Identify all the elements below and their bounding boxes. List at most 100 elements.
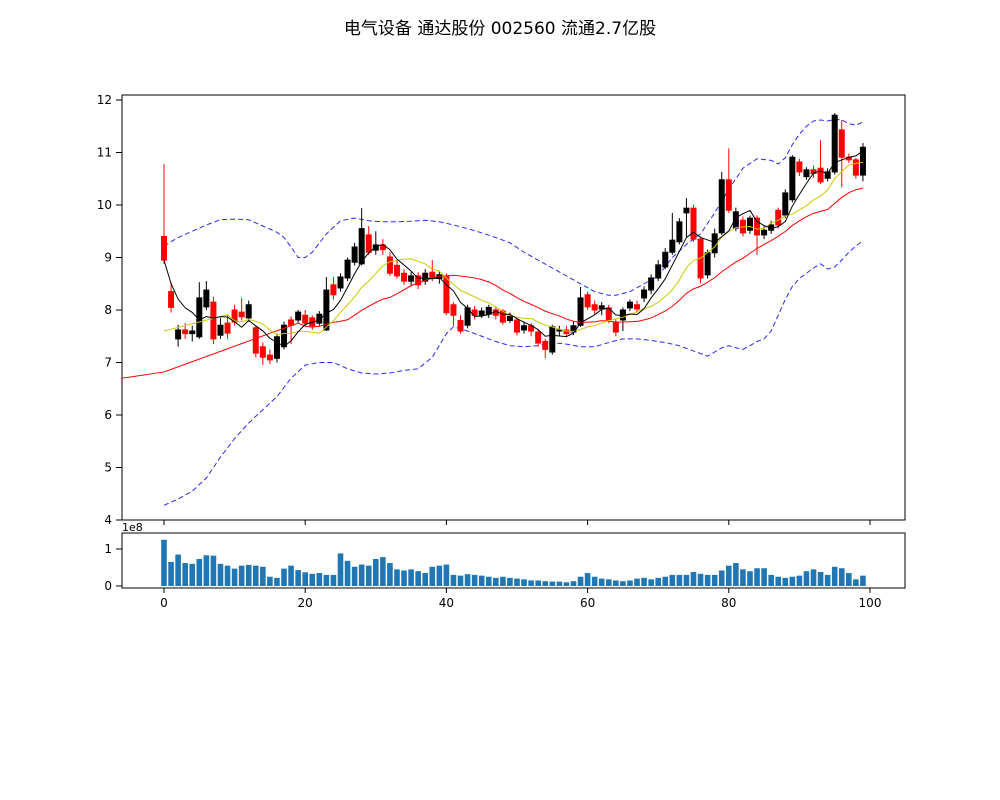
candle-body-up: [669, 239, 676, 253]
candle-body-down: [775, 209, 782, 226]
candle-body-down: [690, 207, 697, 240]
volume-bar: [733, 563, 739, 586]
candle-body-down: [450, 304, 457, 316]
candle-body-up: [422, 272, 429, 282]
volume-bar: [295, 570, 301, 586]
volume-bar: [217, 563, 224, 586]
volume-bar: [810, 569, 817, 586]
candle-body-down: [725, 179, 732, 211]
y-tick-label: 9: [104, 251, 112, 265]
candle-body-down: [634, 304, 641, 310]
candle-body-up: [711, 233, 718, 254]
candle-body-up: [295, 311, 302, 321]
price-chart-panel: 4 5 6 7 8 9 10 11 12: [97, 93, 906, 527]
volume-scale-offset-label: 1e8: [122, 521, 143, 534]
volume-bar: [846, 573, 852, 586]
volume-bar: [683, 574, 690, 586]
candle-body-down: [514, 319, 520, 333]
volume-bar: [464, 574, 471, 586]
volume-bar: [380, 557, 386, 586]
volume-bar: [775, 576, 782, 586]
volume-bar: [747, 571, 753, 586]
volume-bar: [238, 565, 245, 586]
candle-body-up: [245, 304, 252, 319]
volume-bar: [281, 568, 287, 586]
candle-body-up: [641, 289, 648, 299]
volume-bar: [627, 580, 633, 586]
volume-bar: [655, 577, 661, 586]
volume-bar: [358, 564, 365, 586]
volume-bar: [768, 574, 774, 586]
candle-body-down: [224, 322, 231, 334]
volume-bar: [500, 576, 506, 586]
volume-bar: [196, 558, 203, 586]
candle-body-up: [718, 179, 725, 234]
candle-body-up: [824, 171, 831, 179]
volume-bar: [648, 579, 654, 586]
volume-bar: [514, 578, 520, 586]
candle-body-up: [323, 289, 330, 331]
volume-axes-box: [121, 532, 906, 589]
volume-bar: [316, 573, 323, 586]
candle-body-up: [676, 221, 683, 243]
candle-body-up: [372, 244, 379, 251]
volume-bar: [422, 573, 429, 586]
volume-x-tick-label: 60: [580, 596, 595, 610]
candle-body-down: [401, 272, 408, 282]
candle-body-down: [584, 294, 591, 308]
volume-bar: [288, 565, 294, 586]
volume-bar: [507, 577, 513, 586]
candle-body-up: [662, 251, 669, 268]
volume-bar: [231, 568, 238, 586]
candle-body-down: [471, 309, 478, 316]
candle-body-up: [626, 301, 633, 309]
candle-body-down: [330, 284, 337, 296]
candle-body-up: [577, 297, 584, 326]
candle-body-down: [754, 217, 761, 236]
y-tick-label: 10: [97, 198, 112, 212]
volume-bar: [330, 574, 337, 586]
volume-bar: [471, 574, 478, 586]
candle-body-up: [521, 325, 528, 331]
volume-bar: [401, 570, 407, 586]
candle-body-up: [556, 329, 563, 332]
volume-bar: [302, 572, 308, 586]
figure-title: 电气设备 通达股份 002560 流通2.7亿股: [344, 19, 656, 39]
volume-bar: [634, 578, 640, 586]
candle-body-down: [266, 354, 273, 361]
volume-bar: [189, 563, 196, 586]
candle-body-up: [746, 217, 753, 231]
y-tick-label: 11: [97, 146, 112, 160]
volume-bar: [408, 569, 414, 586]
volume-bar: [161, 539, 167, 586]
candle-body-down: [535, 331, 542, 344]
volume-bar: [542, 581, 549, 586]
volume-bar: [620, 581, 626, 586]
volume-bar: [789, 576, 796, 586]
volume-bar: [838, 568, 845, 586]
volume-bar: [394, 569, 400, 586]
volume-bar-series: [161, 539, 866, 586]
volume-bar: [570, 581, 577, 586]
volume-y-tick-label: 0: [104, 579, 112, 593]
volume-bar: [168, 561, 174, 586]
candle-body-up: [648, 277, 655, 291]
y-tick-label: 4: [104, 513, 112, 527]
volume-bar: [365, 565, 372, 586]
y-tick-label: 6: [104, 408, 112, 422]
candle-body-up: [217, 324, 224, 336]
candle-body-down: [259, 346, 266, 358]
volume-bar: [598, 578, 605, 586]
volume-bar: [337, 553, 344, 586]
volume-bar: [387, 563, 393, 586]
y-tick-label: 8: [104, 303, 112, 317]
bollinger-lower-line: [163, 240, 864, 506]
volume-bar: [521, 579, 527, 586]
volume-bar: [726, 565, 732, 586]
volume-bar: [443, 564, 450, 586]
volume-bar: [260, 566, 266, 586]
candle-body-up: [316, 313, 323, 324]
candle-body-down: [563, 329, 570, 335]
